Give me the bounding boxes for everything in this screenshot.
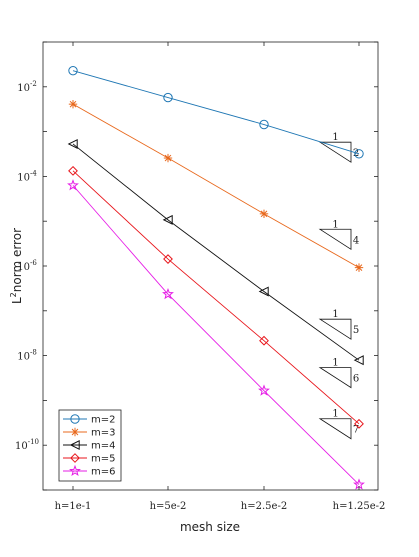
legend-marker-m=5 xyxy=(70,453,80,463)
data-point-m=3-1 xyxy=(68,99,78,109)
y-axis: 10-2 10-4 10-6 10-8 10-10 xyxy=(15,41,378,491)
legend-item-m=3: m=3 xyxy=(63,428,115,439)
series-m=4 xyxy=(67,138,364,366)
series-m=5 xyxy=(68,165,364,429)
data-point-m=4-2 xyxy=(162,214,173,225)
data-point-m=2-4 xyxy=(354,149,364,159)
slope-run-label: 1 xyxy=(332,409,338,420)
legend-marker-m=2 xyxy=(70,414,80,424)
x-tick-label: h=1e-1 xyxy=(55,501,92,512)
slope-rise-label: 5 xyxy=(353,325,359,336)
data-point-m=6-2 xyxy=(162,287,174,300)
slope-triangle-3: 15 xyxy=(318,309,359,340)
data-point-m=3-4 xyxy=(354,263,364,272)
legend-item-m=4: m=4 xyxy=(63,439,115,452)
legend-label: m=3 xyxy=(91,428,115,439)
slope-run-label: 1 xyxy=(332,219,338,230)
legend-item-m=5: m=5 xyxy=(63,453,115,465)
legend-marker-m=3 xyxy=(70,427,80,437)
y-tick-label: 10-8 xyxy=(17,349,37,363)
series-line-m=4 xyxy=(72,143,360,361)
slope-run-label: 1 xyxy=(332,132,338,143)
series-m=2 xyxy=(68,65,364,159)
data-point-m=5-1 xyxy=(68,165,78,176)
data-point-m=4-1 xyxy=(67,138,78,149)
y-tick-label: 10-6 xyxy=(17,259,37,273)
legend-label: m=2 xyxy=(91,415,115,426)
series-line-m=2 xyxy=(72,70,360,155)
slope-rise-label: 2 xyxy=(353,148,359,159)
data-point-m=5-3 xyxy=(259,335,269,346)
data-point-m=5-4 xyxy=(354,418,364,429)
series-line-m=5 xyxy=(72,170,360,425)
y-tick-label: 10-10 xyxy=(15,438,39,452)
y-tick-label: 10-4 xyxy=(17,169,37,183)
x-tick-label: h=1.25e-2 xyxy=(333,501,386,512)
y-axis-label: L2norm error xyxy=(9,228,24,304)
y-tick-label: 10-2 xyxy=(17,80,37,94)
data-point-m=2-2 xyxy=(163,92,173,103)
legend-item-m=2: m=2 xyxy=(63,414,115,426)
data-point-m=5-2 xyxy=(163,254,173,264)
series-layer xyxy=(67,65,365,490)
slope-triangle-1: 12 xyxy=(318,132,359,163)
series-m=3 xyxy=(68,99,364,272)
x-axis-label: mesh size xyxy=(180,520,240,534)
x-tick-label: h=2.5e-2 xyxy=(241,501,287,512)
legend-label: m=4 xyxy=(91,441,115,452)
data-point-m=3-2 xyxy=(163,153,173,163)
slope-rise-label: 4 xyxy=(353,235,359,246)
slope-triangle-5: 17 xyxy=(318,409,359,440)
slope-triangle-2: 14 xyxy=(318,219,359,251)
data-point-m=2-3 xyxy=(259,119,269,130)
slope-run-label: 1 xyxy=(332,358,338,369)
slope-rise-label: 6 xyxy=(353,374,359,385)
slope-triangle-4: 16 xyxy=(318,358,359,389)
data-point-m=4-3 xyxy=(258,286,269,297)
legend-item-m=6: m=6 xyxy=(63,464,115,478)
data-point-m=3-3 xyxy=(259,209,269,219)
x-tick-label: h=5e-2 xyxy=(150,501,187,512)
data-point-m=6-1 xyxy=(67,179,79,191)
legend-marker-m=6 xyxy=(69,464,81,477)
legend: m=2 m=3 m=4 m=5 m=6 xyxy=(58,409,122,482)
data-point-m=6-3 xyxy=(258,384,270,396)
data-point-m=4-4 xyxy=(353,355,364,366)
series-line-m=3 xyxy=(72,103,360,269)
x-axis: h=1e-1 h=5e-2 h=2.5e-2 h=1.25e-2 xyxy=(55,42,386,512)
slope-run-label: 1 xyxy=(332,309,338,320)
slope-rise-label: 7 xyxy=(353,425,359,436)
legend-marker-m=4 xyxy=(69,439,80,451)
legend-label: m=6 xyxy=(91,467,115,478)
data-point-m=2-1 xyxy=(68,65,78,76)
legend-label: m=5 xyxy=(91,454,115,465)
series-line-m=6 xyxy=(72,185,360,485)
